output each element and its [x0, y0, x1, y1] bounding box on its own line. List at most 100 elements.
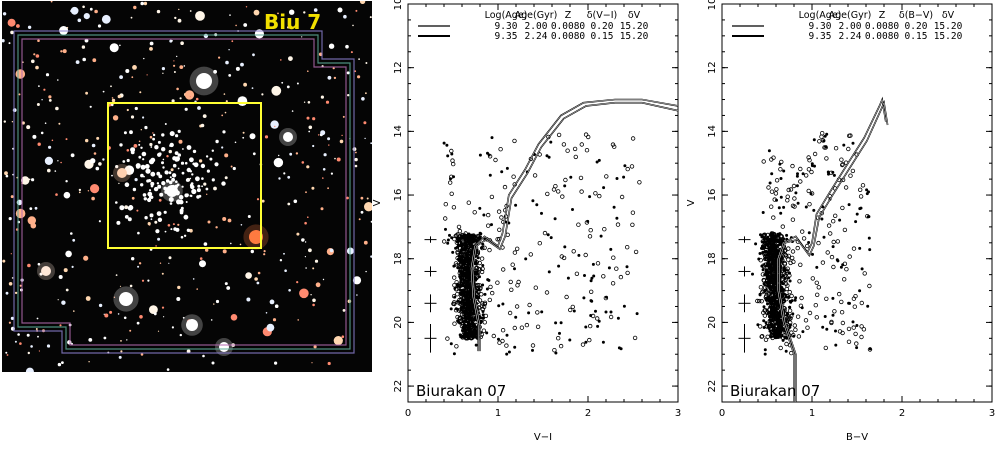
cluster-star	[150, 146, 153, 148]
star	[301, 238, 305, 242]
cmd-point	[773, 279, 777, 283]
star	[48, 95, 52, 99]
cmd-field-point	[790, 163, 795, 169]
cluster-star	[161, 181, 166, 186]
star	[103, 336, 107, 340]
cmd-point	[467, 283, 471, 287]
cluster-star	[164, 230, 167, 233]
cluster-star	[176, 202, 179, 205]
bright-star	[166, 185, 178, 197]
cluster-star	[159, 192, 164, 197]
cmd-field-point	[446, 154, 450, 158]
star	[131, 257, 135, 261]
star	[72, 238, 76, 242]
star	[213, 69, 218, 74]
cmd-field-point	[806, 188, 811, 194]
star	[327, 137, 331, 141]
cmd-field-point	[495, 280, 500, 285]
cmd-field-point	[825, 250, 830, 255]
cluster-star	[222, 130, 226, 134]
cmd-field-point	[812, 138, 816, 142]
bright-star	[249, 230, 263, 244]
star	[57, 362, 62, 367]
cmd-field-point	[557, 264, 561, 268]
legend-header-cell: δ(B−V)	[899, 10, 933, 21]
star	[215, 139, 219, 144]
star	[178, 8, 180, 11]
cmd-field-point	[452, 321, 457, 326]
cluster-star	[168, 180, 173, 185]
cmd-field-point	[823, 134, 827, 138]
cluster-star	[172, 156, 177, 161]
cluster-star	[150, 181, 155, 186]
star	[237, 96, 248, 106]
isochrone-inner	[470, 99, 679, 352]
legend-header-cell: δ(V−I)	[587, 10, 618, 21]
cluster-star	[214, 162, 219, 167]
cmd-point	[460, 298, 466, 304]
star	[364, 202, 372, 212]
cmd-field-point	[846, 146, 851, 152]
star	[313, 345, 317, 349]
legend-cell: 15.20	[934, 21, 963, 32]
cluster-annotation: Biurakan 07	[730, 382, 820, 400]
cmd-point	[452, 264, 456, 268]
cluster-star	[144, 164, 150, 169]
survey-field-outline	[13, 30, 355, 354]
star	[304, 241, 307, 243]
cmd-field-point	[867, 283, 872, 289]
cmd-point	[461, 261, 465, 265]
cmd-field-point	[595, 160, 599, 164]
cmd-field-point	[773, 191, 779, 196]
cluster-star	[156, 182, 160, 185]
cmd-field-point	[826, 223, 832, 228]
cmd-field-point	[447, 180, 453, 185]
star	[337, 7, 343, 13]
star	[44, 156, 54, 165]
legend-cell: 0.0080	[865, 31, 900, 42]
star	[132, 65, 137, 70]
star	[36, 317, 39, 320]
cluster-star	[157, 152, 162, 157]
star	[85, 296, 91, 301]
cluster-star	[153, 186, 159, 192]
cmd-field-point	[602, 186, 606, 190]
cmd-field-point	[597, 319, 601, 323]
star	[305, 267, 307, 269]
star	[274, 125, 276, 128]
star	[184, 90, 195, 100]
cmd-point	[782, 265, 786, 269]
bright-star	[283, 132, 293, 142]
star	[140, 1, 144, 6]
y-tick-label: 10	[707, 0, 718, 10]
legend-cell: 2.00	[839, 21, 862, 32]
cmd-field-point	[570, 207, 574, 211]
cmd-field-point	[788, 187, 794, 192]
cmd-field-point	[512, 250, 518, 255]
cluster-star	[171, 173, 177, 178]
cmd-field-point	[795, 184, 799, 188]
star	[342, 309, 346, 312]
cmd-field-point	[584, 220, 590, 225]
star	[140, 353, 144, 356]
cluster-star	[168, 171, 172, 175]
star	[330, 172, 333, 175]
cmd-field-point	[527, 311, 531, 315]
cluster-star	[143, 197, 147, 201]
star	[365, 92, 367, 95]
cmd-field-point	[593, 309, 597, 313]
cmd-point	[481, 328, 487, 333]
cluster-star	[127, 217, 132, 222]
cmd-field-point	[624, 244, 630, 250]
cluster-star	[169, 144, 172, 147]
cmd-field-point	[857, 187, 863, 192]
cmd-point	[454, 240, 460, 245]
cmd-field-point	[576, 222, 581, 227]
cmd-point	[454, 287, 459, 292]
star	[180, 41, 184, 45]
cmd-field-point	[820, 260, 826, 265]
star	[171, 40, 173, 42]
cmd-field-point	[588, 289, 594, 294]
x-tick-label: 0	[405, 408, 411, 419]
star	[358, 58, 360, 60]
